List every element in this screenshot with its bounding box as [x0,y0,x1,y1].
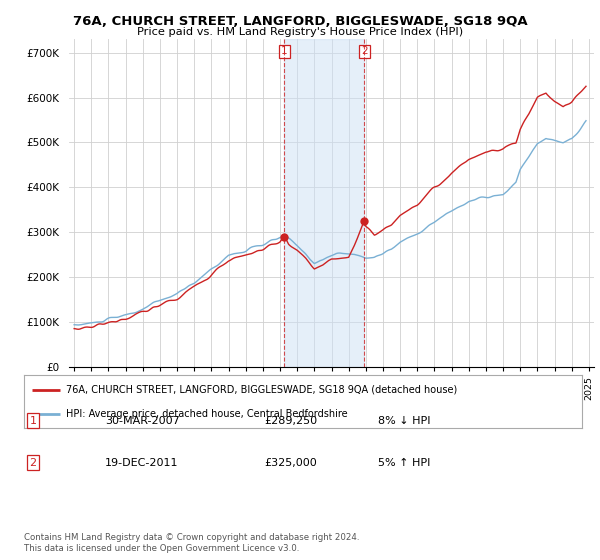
Text: Price paid vs. HM Land Registry's House Price Index (HPI): Price paid vs. HM Land Registry's House … [137,27,463,37]
Text: 76A, CHURCH STREET, LANGFORD, BIGGLESWADE, SG18 9QA: 76A, CHURCH STREET, LANGFORD, BIGGLESWAD… [73,15,527,27]
Text: £325,000: £325,000 [264,458,317,468]
Text: 2: 2 [361,46,368,57]
Text: £289,250: £289,250 [264,416,317,426]
Text: 8% ↓ HPI: 8% ↓ HPI [378,416,431,426]
Text: 2: 2 [29,458,37,468]
Text: 30-MAR-2007: 30-MAR-2007 [105,416,180,426]
Bar [284,39,364,367]
Text: 76A, CHURCH STREET, LANGFORD, BIGGLESWADE, SG18 9QA (detached house): 76A, CHURCH STREET, LANGFORD, BIGGLESWAD… [66,385,457,395]
Text: 1: 1 [281,46,287,57]
Text: HPI: Average price, detached house, Central Bedfordshire: HPI: Average price, detached house, Cent… [66,409,347,419]
Text: 19-DEC-2011: 19-DEC-2011 [105,458,179,468]
Text: Contains HM Land Registry data © Crown copyright and database right 2024.
This d: Contains HM Land Registry data © Crown c… [24,533,359,553]
Text: 1: 1 [29,416,37,426]
Text: 5% ↑ HPI: 5% ↑ HPI [378,458,430,468]
